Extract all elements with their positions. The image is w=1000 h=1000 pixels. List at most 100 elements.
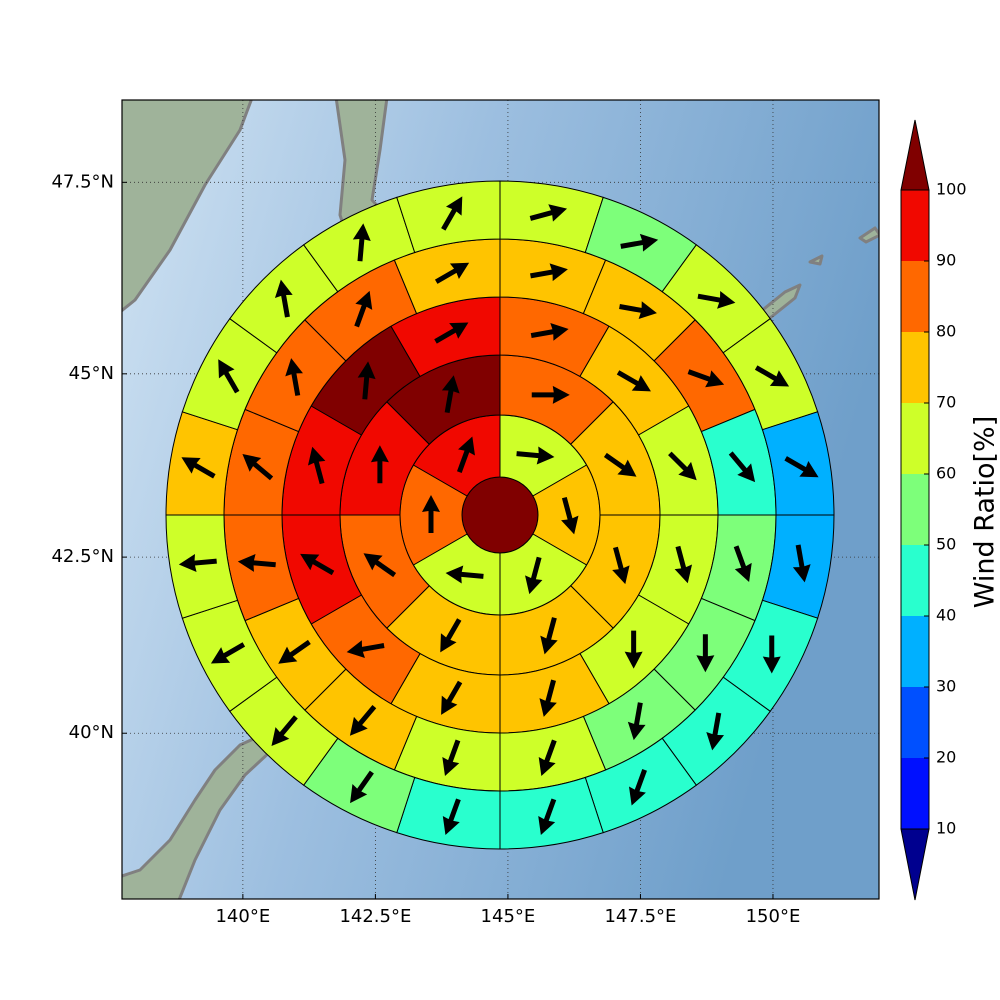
wind-arrow xyxy=(350,770,374,804)
colorbar-label: Wind Ratio[%] xyxy=(970,416,1000,608)
wind-arrow xyxy=(441,375,460,414)
wind-arrow xyxy=(687,369,725,388)
wind-arrow xyxy=(441,196,463,231)
wind-arrow xyxy=(363,553,397,578)
colorbar-bin xyxy=(901,403,929,474)
colorbar-tick-label: 60 xyxy=(936,464,956,483)
colorbar-tick-label: 90 xyxy=(936,251,956,270)
wind-arrow xyxy=(370,445,389,484)
wind-arrow xyxy=(627,702,646,741)
wind-arrow xyxy=(434,262,470,284)
wind-arrow xyxy=(696,634,715,673)
wind-arrow xyxy=(539,679,557,717)
wind-arrow xyxy=(516,446,555,465)
colorbar-bin xyxy=(901,687,929,758)
wind-arrow xyxy=(178,554,217,572)
wind-arrow xyxy=(784,456,819,478)
wind-arrow xyxy=(762,635,781,674)
colorbar-tick-label: 100 xyxy=(936,180,967,199)
wind-arrow xyxy=(561,496,579,535)
wind-arrow xyxy=(616,370,651,392)
y-tick-label: 40°N xyxy=(69,722,114,743)
colorbar-frame xyxy=(900,189,930,830)
colorbar-bin xyxy=(901,616,929,687)
x-tick-label: 145°E xyxy=(481,906,536,927)
wind-arrow xyxy=(237,553,276,572)
wind-arrow xyxy=(442,739,461,777)
wind-arrow xyxy=(440,618,462,653)
plot-frame xyxy=(121,99,880,900)
wind-arrow xyxy=(697,290,736,309)
wind-arrow xyxy=(531,385,570,404)
wind-arrow xyxy=(210,642,246,664)
wind-arrow xyxy=(792,544,811,583)
wind-arrow xyxy=(242,453,274,481)
colorbar-tick-label: 70 xyxy=(936,393,956,412)
colorbar-tick-label: 40 xyxy=(936,606,956,625)
colorbar-extend-max xyxy=(900,119,930,191)
wind-arrow xyxy=(307,446,326,485)
wind-arrow xyxy=(441,680,463,715)
wind-arrow xyxy=(218,359,240,394)
wind-arrow xyxy=(540,617,558,655)
x-tick-label: 150°E xyxy=(746,906,801,927)
wind-arrow xyxy=(628,768,647,806)
wind-arrow xyxy=(706,712,725,751)
wind-arrow xyxy=(271,715,298,746)
colorbar-tick-label: 10 xyxy=(936,819,956,838)
wind-arrow xyxy=(603,452,637,477)
wind-arrow xyxy=(733,545,752,582)
y-tick-label: 47.5°N xyxy=(51,171,114,192)
arrow-layer xyxy=(178,196,819,836)
colorbar-tick-label: 50 xyxy=(936,535,956,554)
wind-arrow xyxy=(181,457,216,479)
cell-layer xyxy=(165,180,835,850)
y-tick-label: 42.5°N xyxy=(51,546,114,567)
x-tick-label: 142.5°E xyxy=(339,906,411,927)
wind-arrow xyxy=(346,640,385,659)
wind-arrow xyxy=(456,436,475,474)
wind-arrow xyxy=(530,263,568,282)
colorbar-bin xyxy=(901,545,929,616)
colorbar-bin xyxy=(901,758,929,829)
wind-arrow xyxy=(619,301,657,320)
colorbar-extend-min xyxy=(900,828,930,901)
wind-arrow xyxy=(538,739,557,777)
y-tick-label: 45°N xyxy=(69,363,114,384)
wind-arrow xyxy=(434,322,469,344)
axis-layer: 140°E 142.5°E 145°E 147.5°E 150°E 40°N 42.5°N 4… xyxy=(51,171,800,927)
colorbar-tick-label: 80 xyxy=(936,322,956,341)
colorbar: 10 20 30 40 50 60 70 80 90 100 xyxy=(900,119,967,901)
wind-arrow xyxy=(354,290,373,328)
wind-arrow xyxy=(422,495,440,533)
wind-arrow xyxy=(525,556,543,595)
colorbar-bin xyxy=(901,332,929,403)
wind-arrow xyxy=(445,565,484,584)
wind-arrow xyxy=(668,451,697,481)
colorbar-bin xyxy=(901,474,929,545)
wind-arrow xyxy=(538,798,557,836)
x-tick-label: 147.5°E xyxy=(604,906,676,927)
wind-arrow xyxy=(530,323,569,341)
x-tick-label: 140°E xyxy=(215,906,270,927)
wind-arrow xyxy=(728,451,756,483)
wind-arrow xyxy=(442,798,461,836)
colorbar-bin xyxy=(901,261,929,332)
wind-arrow xyxy=(285,358,303,396)
wind-arrow xyxy=(620,233,659,252)
wind-arrow xyxy=(352,223,371,262)
wind-arrow xyxy=(274,279,293,318)
mainland-coast xyxy=(122,100,253,313)
wind-arrow xyxy=(529,204,568,222)
colorbar-bin xyxy=(901,190,929,261)
wind-arrow xyxy=(349,704,377,736)
wind-arrow xyxy=(300,553,335,576)
wind-arrow xyxy=(278,639,311,664)
colorbar-tick-label: 20 xyxy=(936,748,956,767)
wind-arrow xyxy=(357,361,376,400)
wind-arrow xyxy=(674,545,693,584)
wind-arrow xyxy=(624,630,643,669)
